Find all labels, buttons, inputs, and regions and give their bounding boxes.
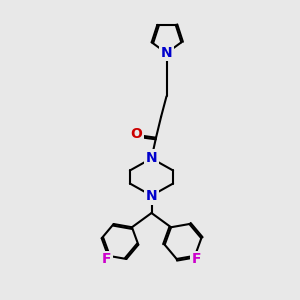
- Text: N: N: [146, 190, 157, 203]
- Text: O: O: [130, 127, 142, 141]
- Text: N: N: [146, 151, 157, 164]
- Text: N: N: [161, 46, 172, 60]
- Text: F: F: [102, 252, 111, 266]
- Text: F: F: [192, 252, 201, 266]
